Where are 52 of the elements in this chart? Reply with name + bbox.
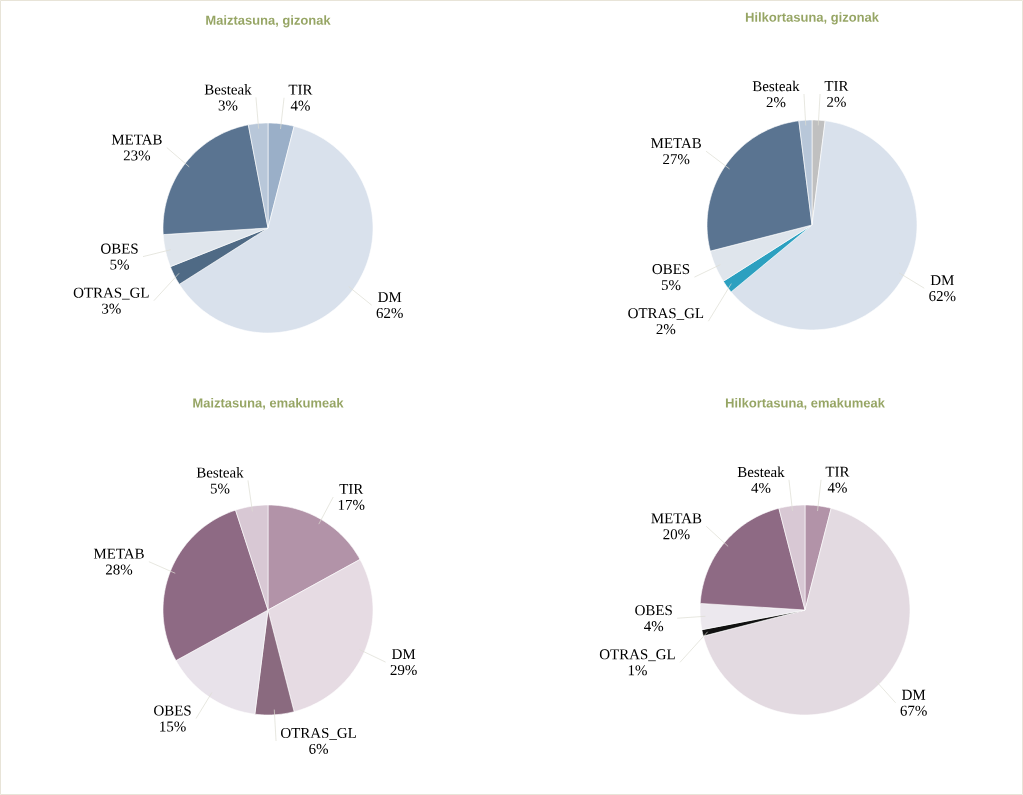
slice-label: TIR [825, 466, 850, 477]
data-label: 1% [628, 665, 647, 676]
data-label: 5% [210, 483, 230, 494]
data-label: 6% [309, 743, 329, 755]
data-label: 4% [290, 100, 310, 111]
slice-label: TIR [824, 81, 849, 91]
slice-label: OTRAS_GL [599, 649, 675, 662]
slice-label: TIR [339, 484, 364, 494]
slice-label: Besteak [196, 467, 244, 478]
slice-label: OBES [154, 705, 191, 716]
slice-label: METAB [111, 134, 162, 145]
slice-label: DM [930, 275, 954, 286]
slice-label: DM [378, 292, 402, 302]
slice-label: DM [392, 649, 416, 659]
slice-label: METAB [651, 138, 701, 149]
slice-label: DM [902, 689, 926, 700]
data-label: 62% [929, 291, 956, 302]
data-label: 4% [644, 621, 664, 632]
chart-title: Hilkortasuna, gizonak [745, 12, 879, 25]
data-label: 62% [376, 307, 403, 319]
data-label: 2% [656, 324, 676, 335]
slice-label: OTRAS_GL [73, 287, 149, 300]
data-label: 28% [105, 564, 133, 575]
slice-label: TIR [288, 84, 313, 95]
data-label: 15% [160, 721, 186, 732]
data-label: 67% [900, 705, 927, 716]
data-label: 4% [751, 482, 771, 494]
data-label: 5% [110, 259, 129, 270]
chart-title: Maiztasuna, gizonak [206, 15, 331, 28]
data-label: 27% [663, 154, 690, 165]
data-label: 2% [827, 96, 846, 107]
chart-title: Maiztasuna, emakumeak [193, 398, 344, 410]
data-label: 5% [661, 280, 681, 291]
slice-label: Besteak [204, 84, 252, 95]
data-label: 17% [338, 499, 365, 510]
data-label: 29% [390, 664, 417, 676]
data-label: 4% [827, 482, 847, 493]
data-label: 20% [663, 529, 690, 540]
slice-label: Besteak [737, 466, 785, 478]
slice-label: METAB [93, 548, 144, 559]
chart-title: Hilkortasuna, emakumeak [725, 398, 885, 410]
slice-label: OBES [101, 243, 138, 254]
slice-label: OTRAS_GL [281, 727, 356, 740]
slice-label: OBES [635, 605, 672, 616]
data-label: 3% [102, 303, 121, 314]
slice-label: OBES [652, 264, 690, 275]
data-label: 23% [123, 150, 151, 161]
slice-label: Besteak [752, 80, 800, 92]
slice-label: METAB [651, 513, 702, 524]
data-label: 2% [766, 97, 786, 108]
slice-label: OTRAS_GL [628, 308, 704, 321]
data-label: 3% [218, 100, 238, 111]
